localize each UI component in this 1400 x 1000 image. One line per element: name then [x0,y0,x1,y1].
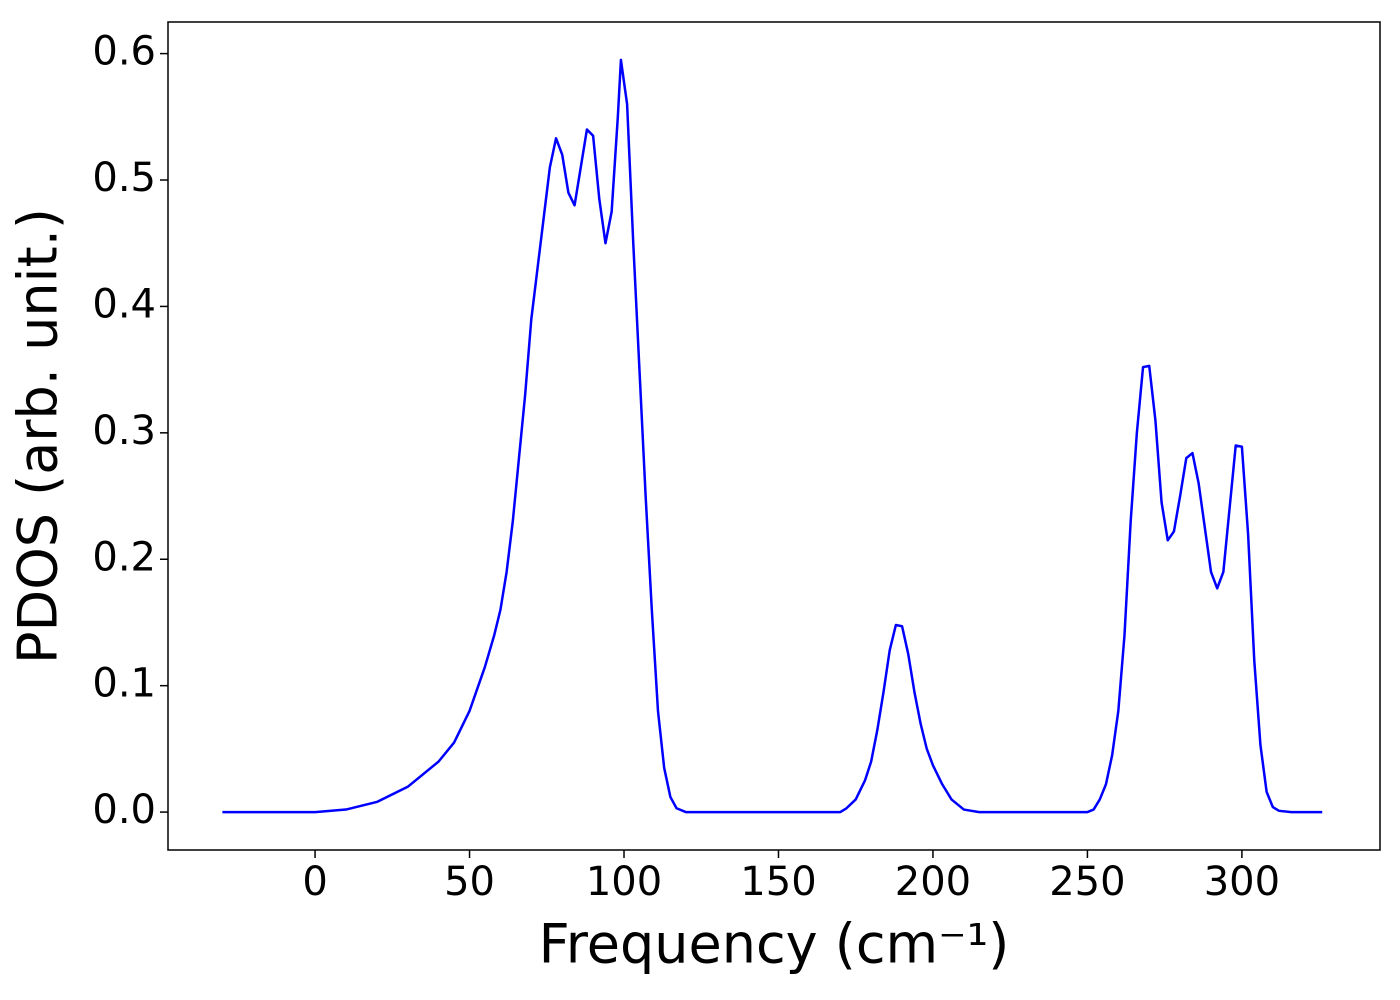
x-tick-label: 200 [895,859,971,905]
y-tick-label: 0.2 [92,534,156,580]
x-tick-label: 0 [302,859,327,905]
y-tick-label: 0.1 [92,661,156,707]
y-tick-label: 0.0 [92,787,156,833]
x-axis-label: Frequency (cm⁻¹) [539,913,1010,976]
x-tick-label: 300 [1204,859,1280,905]
y-tick-label: 0.5 [92,155,156,201]
x-tick-label: 50 [444,859,495,905]
y-tick-label: 0.3 [92,408,156,454]
plot-frame [167,21,1381,851]
x-tick-label: 150 [740,859,816,905]
data-line [222,58,1323,814]
x-tick-label: 100 [586,859,662,905]
y-axis-label: PDOS (arb. unit.) [7,208,70,664]
y-tick-label: 0.6 [92,29,156,75]
y-tick-label: 0.4 [92,281,156,327]
x-tick-label: 250 [1049,859,1125,905]
